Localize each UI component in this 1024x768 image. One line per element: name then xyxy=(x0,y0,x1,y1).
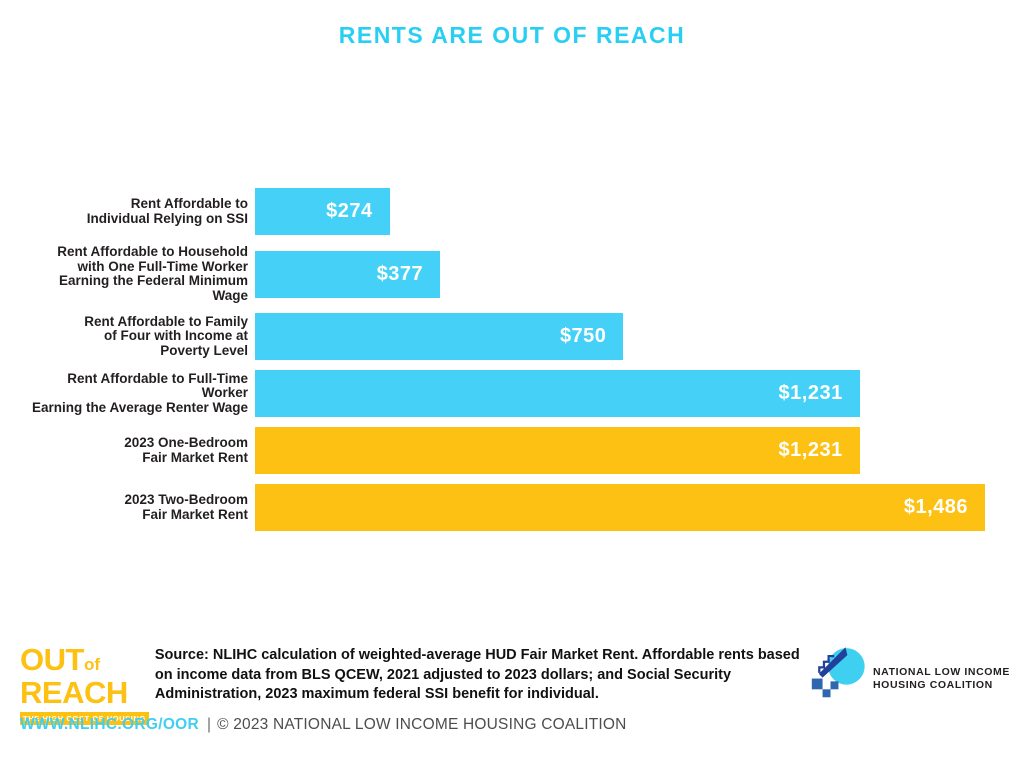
oor-word-out: OUT xyxy=(20,642,84,677)
footer-copyright: © 2023 NATIONAL LOW INCOME HOUSING COALI… xyxy=(217,716,627,733)
nlihc-logo-line2: HOUSING COALITION xyxy=(873,679,993,691)
bar-category-label: Rent Affordable to Household with One Ful… xyxy=(57,244,248,303)
footer-line: WWW.NLIHC.ORG/OOR | © 2023 NATIONAL LOW IN… xyxy=(20,716,627,734)
bar-category-label: 2023 One-Bedroom Fair Market Rent xyxy=(124,435,248,465)
footer-band: OUTof REACH THE HIGH COST OF HOUSING Sou… xyxy=(20,644,1010,725)
nlihc-logo-line1: NATIONAL LOW INCOME xyxy=(873,666,1010,678)
bar-value-label: $1,231 xyxy=(778,382,843,404)
nlihc-house-icon xyxy=(811,647,865,698)
bar-value-label: $750 xyxy=(559,325,607,347)
bar-row: Rent Affordable to Full-Time Worker Earni… xyxy=(30,370,985,417)
oor-logo-line1: OUTof xyxy=(20,644,149,675)
bar-value-label: $1,231 xyxy=(778,439,843,461)
bar-category-label: Rent Affordable to Full-Time Worker Earni… xyxy=(31,370,248,415)
bar-value-label: $1,486 xyxy=(903,496,968,518)
bar: $750 xyxy=(255,313,624,360)
bar-row: 2023 Two-Bedroom Fair Market Rent $1,486 xyxy=(30,484,985,531)
bar-chart: Rent Affordable to Individual Relying on … xyxy=(30,188,985,541)
oor-tagline: THE HIGH COST OF HOUSING xyxy=(20,712,149,725)
bar: $274 xyxy=(255,188,390,235)
bar-row: Rent Affordable to Family of Four with In… xyxy=(30,313,985,360)
bar-category-label: 2023 Two-Bedroom Fair Market Rent xyxy=(124,492,248,522)
oor-word-of: of xyxy=(83,655,100,674)
nlihc-logo-text: NATIONAL LOW INCOME HOUSING COALITION xyxy=(873,666,1010,692)
bar: $377 xyxy=(255,250,441,298)
bar-track: $1,486 xyxy=(255,484,985,531)
nlihc-logo: NATIONAL LOW INCOME HOUSING COALITION xyxy=(809,644,1010,700)
bar-track: $1,231 xyxy=(255,370,985,417)
bar-value-label: $377 xyxy=(376,262,424,285)
out-of-reach-logo: OUTof REACH THE HIGH COST OF HOUSING xyxy=(20,644,149,725)
bar-track: $274 xyxy=(255,188,985,235)
bar: $1,486 xyxy=(255,484,985,531)
source-text: Source: NLIHC calculation of weighted-av… xyxy=(154,647,800,702)
bar-value-label: $274 xyxy=(326,200,373,222)
bar-category-label: Rent Affordable to Family of Four with In… xyxy=(84,313,248,358)
bar-row: Rent Affordable to Household with One Ful… xyxy=(30,244,985,303)
bar-track: $377 xyxy=(255,250,985,298)
bar-track: $750 xyxy=(255,313,985,360)
bar-row: 2023 One-Bedroom Fair Market Rent $1,231 xyxy=(30,427,985,474)
bar-row: Rent Affordable to Individual Relying on … xyxy=(30,188,985,235)
footer-url-link[interactable]: WWW.NLIHC.ORG/OOR xyxy=(20,716,200,733)
bar-track: $1,231 xyxy=(255,427,985,474)
oor-word-reach: REACH xyxy=(20,675,128,710)
bar: $1,231 xyxy=(255,427,860,474)
bar-category-label: Rent Affordable to Individual Relying on … xyxy=(86,196,248,226)
bar: $1,231 xyxy=(255,370,860,417)
chart-title: RENTS ARE OUT OF REACH xyxy=(338,22,686,48)
footer-separator: | xyxy=(207,716,212,733)
